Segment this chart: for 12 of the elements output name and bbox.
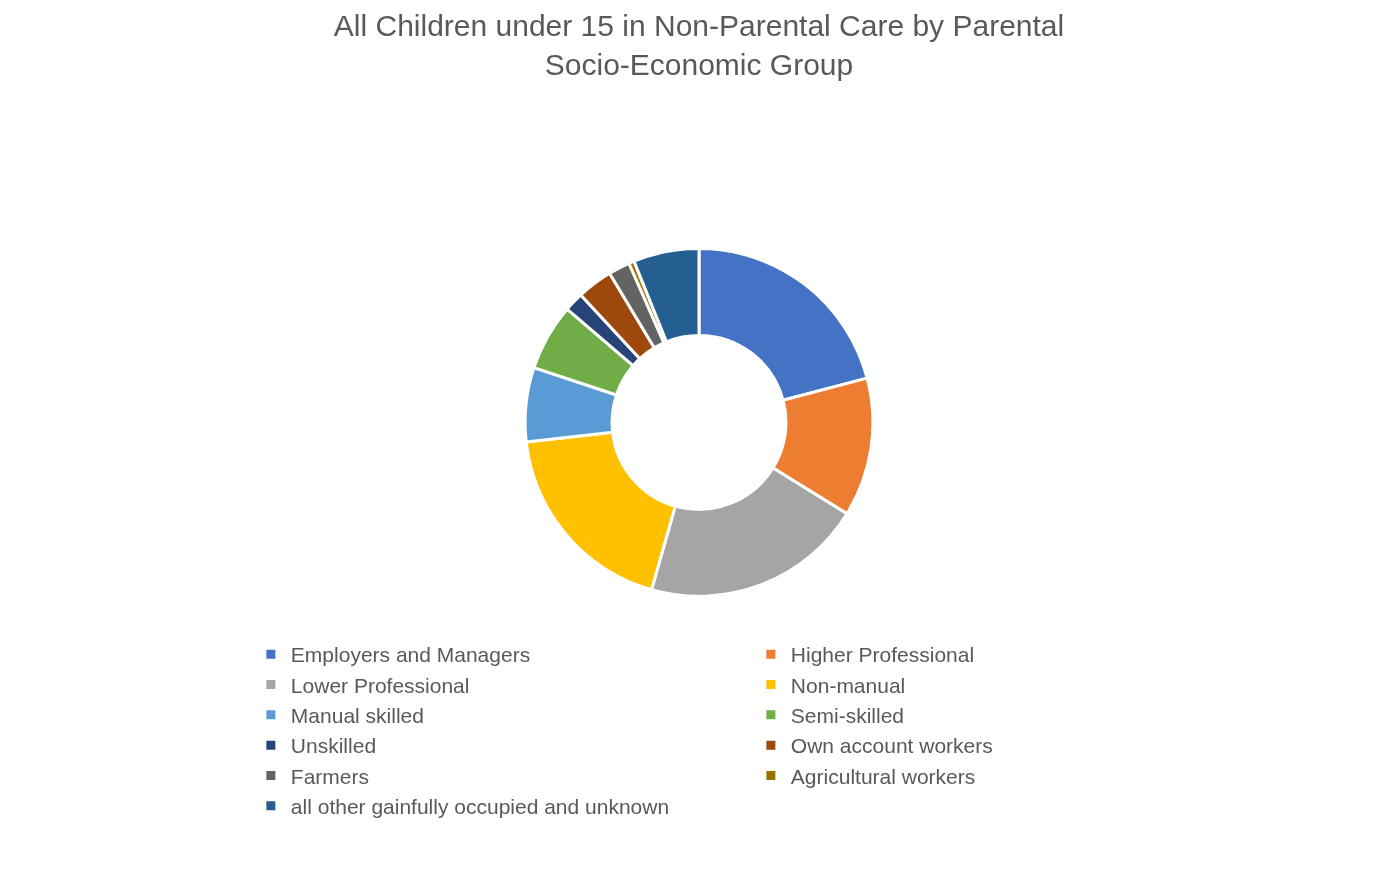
legend-label: Non-manual <box>790 673 906 697</box>
legend-label: Agricultural workers <box>790 764 976 788</box>
legend-label: Lower Professional <box>290 673 470 697</box>
legend-label: Farmers <box>290 764 370 788</box>
legend-label: all other gainfully occupied and unknown <box>290 794 670 818</box>
legend-label: Manual skilled <box>290 704 424 728</box>
legend-label: Semi-skilled <box>790 704 905 728</box>
legend-label: Employers and Managers <box>290 643 531 667</box>
legend-label: Higher Professional <box>790 643 975 667</box>
legend-label: Unskilled <box>290 734 377 758</box>
legend-label: Own account workers <box>790 734 993 758</box>
chart-title: All Children under 15 in Non-Parental Care by Parental Socio-Economic Group <box>333 8 1065 81</box>
